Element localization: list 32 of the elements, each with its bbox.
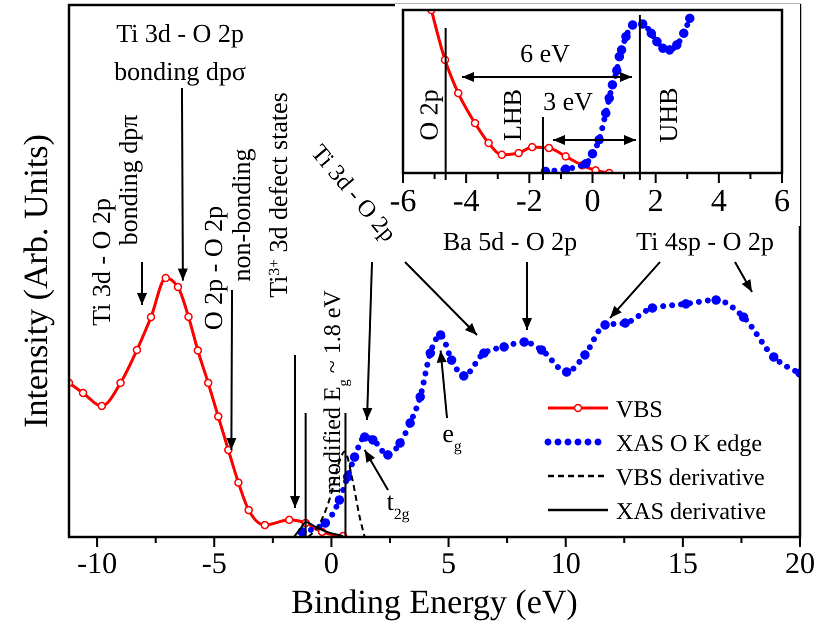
legend-label: XAS O K edge: [616, 431, 762, 457]
x-tick-label: -10: [77, 547, 118, 580]
x-tick-label: -6: [390, 182, 416, 218]
x-tick-label: 10: [550, 547, 581, 580]
annotation: Ti 3d - O 2p bonding dpσ: [114, 19, 246, 86]
annotation: Ti 3d - O 2p bonding dpπ: [87, 114, 143, 326]
x-tick-label: -5: [202, 547, 227, 580]
annotation: 6 eV: [520, 39, 570, 68]
x-tick-label: 15: [668, 547, 698, 580]
x-tick-label: -4: [452, 182, 480, 218]
legend-label: VBS derivative: [616, 465, 765, 491]
annotation: e$_{g}$: [442, 419, 462, 454]
annotation: 3 eV: [543, 87, 594, 116]
ref-line-label: UHB: [654, 88, 683, 142]
x-tick-label: 6: [774, 182, 790, 218]
x-tick-label: 20: [785, 547, 815, 580]
x-tick-label: 0: [584, 182, 600, 218]
x-tick-label: -2: [516, 182, 543, 218]
x-tick-label: 0: [324, 547, 339, 580]
text: Ti 4sp - O 2p: [636, 227, 774, 256]
ref-line-label: LHB: [498, 89, 527, 141]
legend-label: VBS: [616, 397, 663, 423]
annotation: t$_{2g}$: [386, 487, 410, 522]
x-tick-label: 5: [441, 547, 456, 580]
annotation: O 2p - O 2p non-bonding: [199, 148, 256, 330]
x-tick-label: 2: [648, 182, 664, 218]
text: Ba 5d - O 2p: [442, 227, 578, 256]
ref-line-label: O 2p: [414, 89, 444, 141]
x-axis-title: Binding Energy (eV): [291, 584, 578, 621]
legend-label: XAS derivative: [616, 499, 766, 525]
y-axis-title: Intensity (Arb. Units): [18, 134, 55, 428]
x-tick-label: 4: [710, 182, 727, 218]
